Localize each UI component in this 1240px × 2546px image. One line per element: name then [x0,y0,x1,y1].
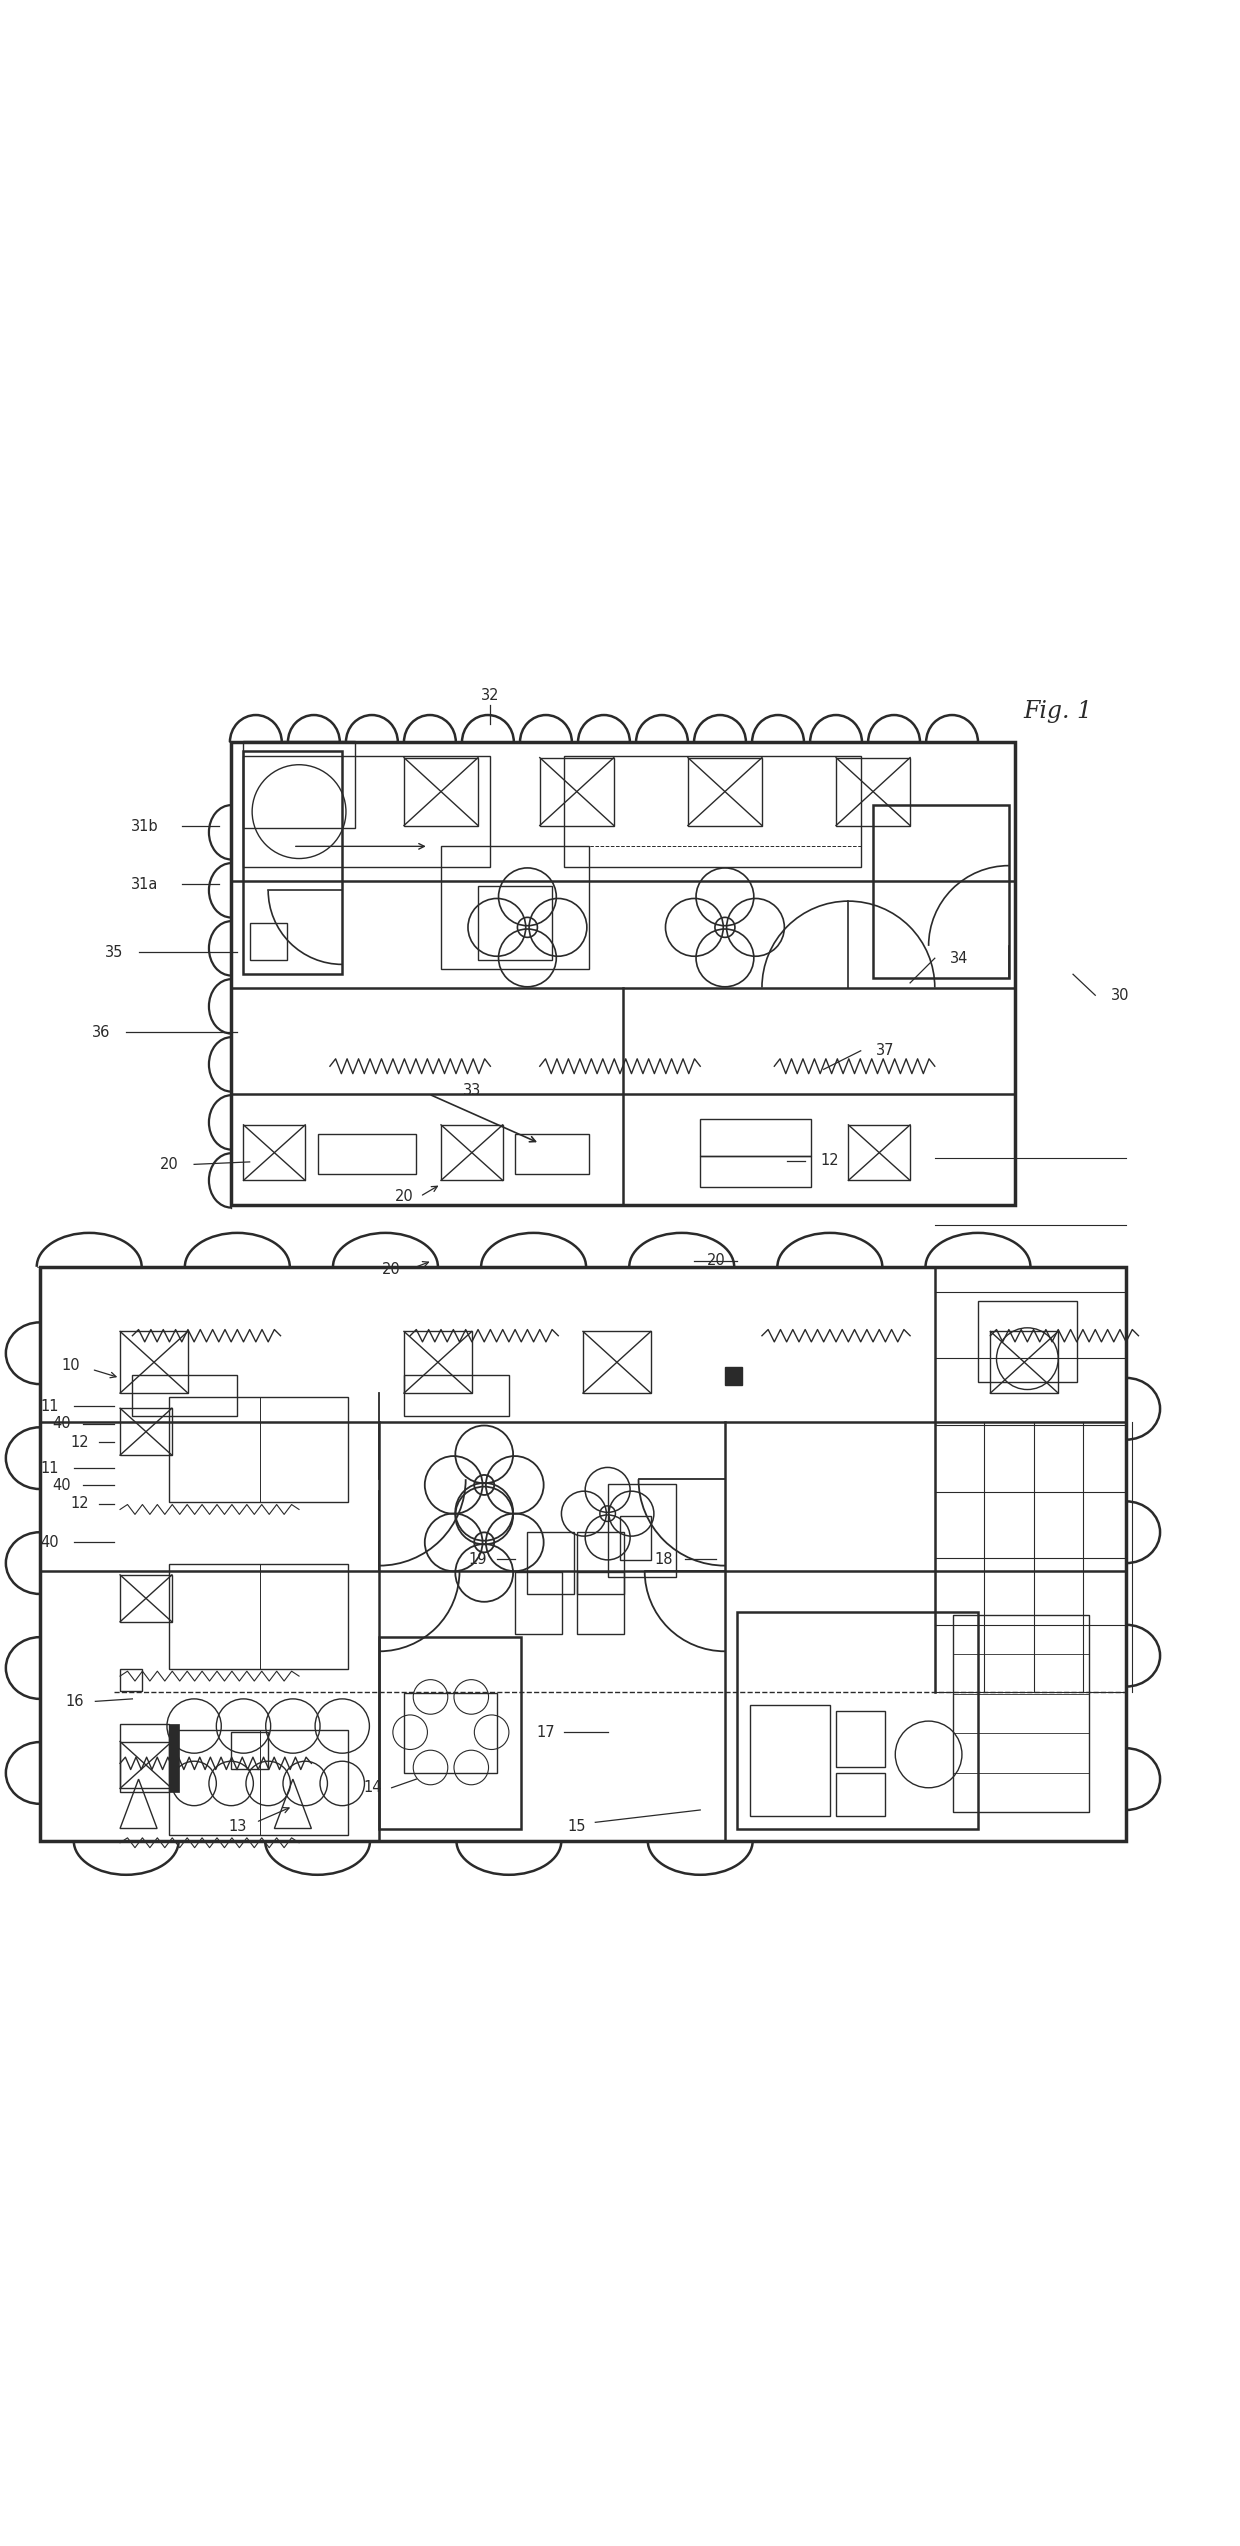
Bar [515,1133,589,1174]
Text: 30: 30 [1111,988,1130,1003]
Bar [170,1398,348,1502]
Bar [243,1125,305,1181]
Bar [243,751,342,973]
Bar [701,1156,811,1186]
Bar [750,1706,830,1815]
Bar [170,1731,348,1836]
Bar [120,1576,172,1622]
Bar [249,922,286,960]
Bar [404,1375,508,1416]
Text: 20: 20 [707,1253,725,1268]
Bar [539,759,614,825]
Bar [243,756,490,868]
Text: 20: 20 [394,1189,413,1204]
Bar [120,1741,172,1787]
Text: 35: 35 [104,945,123,960]
Text: 19: 19 [469,1553,487,1566]
Bar [608,1484,676,1576]
Bar [954,1614,1089,1813]
Bar [404,1693,496,1772]
Text: 16: 16 [66,1693,83,1708]
Bar [120,1408,172,1456]
Text: 11: 11 [41,1398,60,1413]
Bar [404,759,479,825]
Bar [725,1367,743,1385]
Bar [120,1724,170,1792]
Text: 36: 36 [92,1026,110,1039]
Bar [441,845,589,970]
Bar [873,805,1009,978]
Bar [133,1375,237,1416]
Text: 31a: 31a [131,876,159,891]
Bar [170,1724,180,1792]
Bar [40,1268,1126,1841]
Text: 12: 12 [69,1433,88,1449]
Text: Fig. 1: Fig. 1 [1024,700,1092,723]
Bar [231,1731,268,1769]
Bar [836,759,910,825]
Text: 40: 40 [53,1416,72,1431]
Text: 14: 14 [363,1780,382,1795]
Bar [441,1125,502,1181]
Bar [479,886,552,960]
Bar [991,1332,1058,1393]
Bar [848,1125,910,1181]
Bar [564,756,861,868]
Text: 15: 15 [568,1818,587,1833]
Text: 12: 12 [69,1497,88,1512]
Bar [738,1612,978,1828]
Bar [120,1670,143,1691]
Bar [243,741,355,827]
Bar [515,1573,562,1635]
Text: 12: 12 [821,1153,839,1169]
Text: 20: 20 [160,1156,179,1171]
Bar [978,1301,1076,1382]
Bar [577,1573,624,1635]
Text: 31b: 31b [131,820,159,833]
Bar [379,1637,521,1828]
Bar [404,1332,472,1393]
Bar [688,759,761,825]
Text: 32: 32 [481,687,500,703]
Text: 37: 37 [877,1044,894,1059]
Text: 18: 18 [653,1553,672,1566]
Bar [836,1711,885,1767]
Text: 10: 10 [61,1357,81,1372]
Bar [231,743,1016,1204]
Text: 40: 40 [41,1535,60,1551]
Bar [527,1533,574,1594]
Text: 17: 17 [537,1724,556,1739]
Bar [120,1332,188,1393]
Text: 40: 40 [53,1477,72,1492]
Text: 11: 11 [41,1461,60,1477]
Text: 33: 33 [463,1082,481,1097]
Bar [620,1517,651,1561]
Bar [836,1772,885,1815]
Bar [317,1133,417,1174]
Text: 13: 13 [228,1818,247,1833]
Text: 20: 20 [382,1263,401,1276]
Bar [577,1533,624,1594]
Bar [170,1563,348,1668]
Text: 34: 34 [950,950,968,965]
Bar [583,1332,651,1393]
Bar [701,1118,811,1156]
